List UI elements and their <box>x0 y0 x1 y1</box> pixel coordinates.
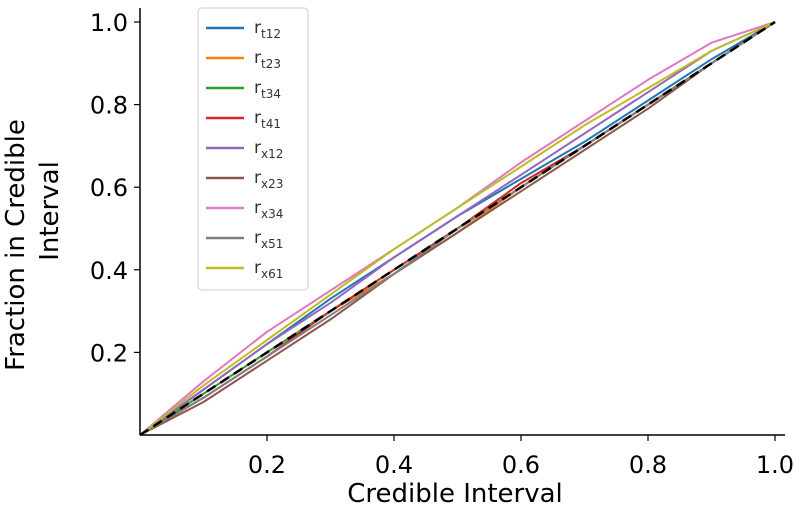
series-line-x12 <box>139 21 776 436</box>
legend-item-t12: rt12 <box>206 18 281 41</box>
y-tick-label: 1.0 <box>90 9 128 37</box>
y-tick-label: 0.6 <box>90 174 128 202</box>
legend-label: rx12 <box>254 138 283 161</box>
y-tick-label: 0.2 <box>90 339 128 367</box>
plot-area <box>139 20 776 437</box>
legend: rt12 rt23 rt34 rt41 rx12 rx23 rx34 rx51 rx61 <box>197 7 309 291</box>
legend-label: rt12 <box>254 18 281 41</box>
series-line-x23 <box>139 21 776 436</box>
legend-label: rt23 <box>254 48 281 71</box>
legend-label: rt41 <box>254 108 281 131</box>
y-axis-label-line2: Interval <box>35 161 65 261</box>
legend-item-t23: rt23 <box>206 48 281 71</box>
y-tick-label: 0.8 <box>90 92 128 120</box>
x-tick-label: 0.4 <box>375 451 413 479</box>
y-axis-label-line1: Fraction in Credible <box>1 119 31 371</box>
legend-label: rx23 <box>254 168 283 191</box>
x-axis-label: Credible Interval <box>347 479 563 506</box>
axes <box>139 8 785 436</box>
legend-frame <box>197 7 309 291</box>
x-tick-label: 0.8 <box>629 451 667 479</box>
ticks: 0.2 0.4 0.6 0.8 1.0 0.2 0.4 0.6 0.8 1.0 <box>90 9 794 479</box>
legend-label: rx61 <box>254 258 283 281</box>
legend-item-x23: rx23 <box>206 168 283 191</box>
legend-item-t34: rt34 <box>206 78 281 101</box>
legend-item-x34: rx34 <box>206 198 283 221</box>
legend-label: rx34 <box>254 198 283 221</box>
legend-item-x51: rx51 <box>206 228 283 251</box>
legend-label: rx51 <box>254 228 283 251</box>
x-tick-label: 1.0 <box>756 451 794 479</box>
legend-item-x61: rx61 <box>206 258 283 281</box>
y-tick-label: 0.4 <box>90 257 128 285</box>
series-line-x61 <box>139 21 776 436</box>
legend-item-t41: rt41 <box>206 108 281 131</box>
legend-label: rt34 <box>254 78 281 101</box>
x-tick-label: 0.2 <box>248 451 286 479</box>
x-tick-label: 0.6 <box>502 451 540 479</box>
legend-item-x12: rx12 <box>206 138 283 161</box>
reference-diagonal <box>139 20 776 437</box>
